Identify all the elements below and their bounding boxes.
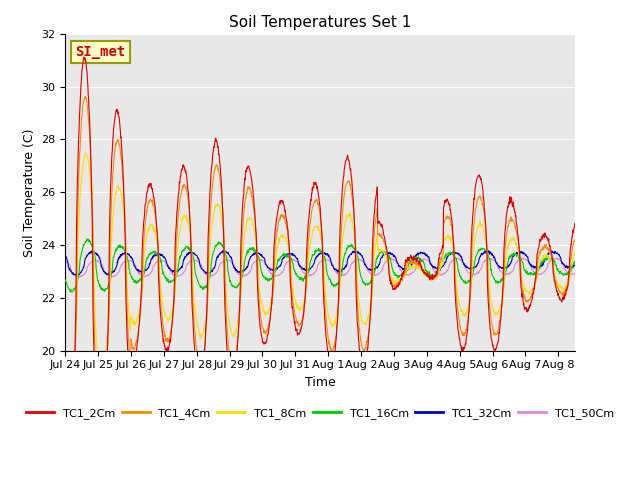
X-axis label: Time: Time [305, 376, 335, 389]
Legend: TC1_2Cm, TC1_4Cm, TC1_8Cm, TC1_16Cm, TC1_32Cm, TC1_50Cm: TC1_2Cm, TC1_4Cm, TC1_8Cm, TC1_16Cm, TC1… [22, 404, 618, 423]
Y-axis label: Soil Temperature (C): Soil Temperature (C) [22, 128, 36, 256]
Text: SI_met: SI_met [76, 45, 125, 59]
Title: Soil Temperatures Set 1: Soil Temperatures Set 1 [229, 15, 411, 30]
